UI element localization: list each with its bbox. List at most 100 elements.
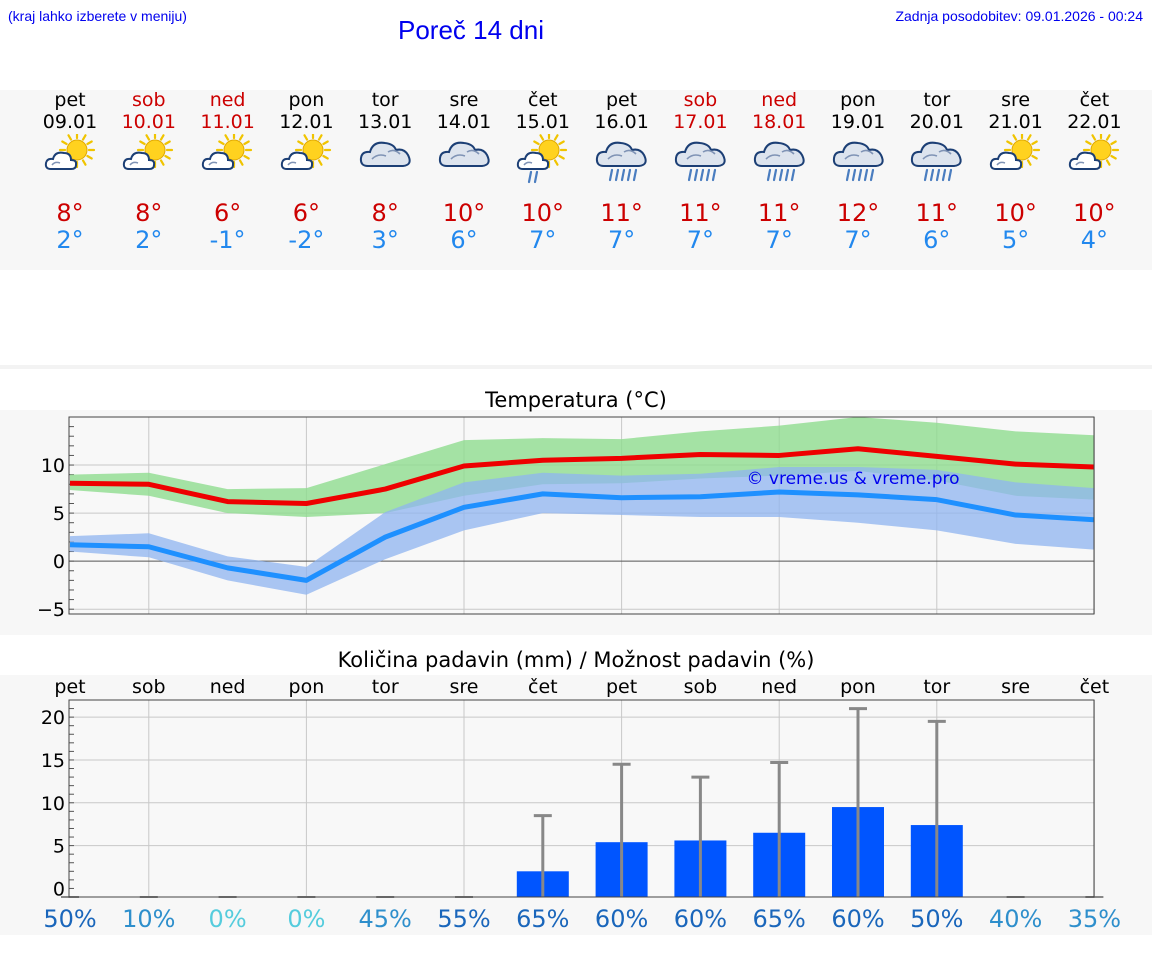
y-tick-label: −5 xyxy=(37,599,65,621)
max-temp: 6° xyxy=(213,199,242,227)
day-column: tor 20.01 11° 6° xyxy=(897,90,976,260)
y-tick-label: 5 xyxy=(53,503,65,525)
rain-icon xyxy=(909,134,965,186)
day-date: 18.01 xyxy=(751,111,807,133)
rain-icon xyxy=(752,134,808,186)
day-date: 10.01 xyxy=(121,111,176,133)
day-date: 12.01 xyxy=(279,111,334,133)
day-date: 21.01 xyxy=(988,111,1043,133)
day-date: 20.01 xyxy=(909,111,964,133)
temperature-chart-title: Temperatura (°C) xyxy=(485,388,667,412)
day-date: 22.01 xyxy=(1067,111,1122,133)
min-temp: 7° xyxy=(844,226,872,254)
min-temp: 6° xyxy=(450,226,478,254)
max-temp: 11° xyxy=(915,199,959,227)
y-tick-label: 0 xyxy=(53,551,65,573)
day-name: tor xyxy=(923,89,951,111)
day-date: 14.01 xyxy=(436,111,492,133)
day-column: sre 14.01 10° 6° xyxy=(425,90,504,260)
min-temp-line xyxy=(69,489,1094,583)
day-name: ned xyxy=(761,89,798,111)
partly-cloudy-icon xyxy=(200,131,256,186)
max-temp-line xyxy=(69,446,1094,506)
max-temp: 11° xyxy=(600,199,643,227)
day-name: sob xyxy=(132,89,166,111)
sun-shower-icon xyxy=(515,131,571,186)
max-temp: 8° xyxy=(371,199,399,227)
min-temp: -2° xyxy=(288,226,325,254)
min-temp: 3° xyxy=(371,226,399,254)
day-column: ned 11.01 6° -1° xyxy=(188,90,267,260)
day-name: sob xyxy=(683,89,718,111)
day-column: sre 21.01 10° 5° xyxy=(976,90,1055,260)
min-temp: 7° xyxy=(529,226,557,254)
day-name: čet xyxy=(1079,89,1110,111)
max-temp: 6° xyxy=(292,199,321,227)
forecast-strip xyxy=(0,90,1152,270)
max-temp-range-band xyxy=(70,417,1094,517)
partly-cloudy-icon xyxy=(1067,131,1123,186)
last-update: Zadnja posodobitev: 09.01.2026 - 00:24 xyxy=(895,8,1143,24)
max-temp: 10° xyxy=(1073,199,1116,227)
day-name: pon xyxy=(840,89,876,111)
day-name: pon xyxy=(288,89,325,111)
day-column: sob 17.01 11° 7° xyxy=(661,90,740,260)
min-temp: 6° xyxy=(923,226,951,254)
day-column: čet 15.01 10° 7° xyxy=(503,90,582,260)
min-temp: 2° xyxy=(135,226,163,254)
y-tick-label: 10 xyxy=(41,455,65,477)
day-name: čet xyxy=(528,89,558,111)
max-temp: 8° xyxy=(135,199,163,227)
max-temp: 12° xyxy=(836,199,880,227)
cloudy-icon xyxy=(437,134,493,186)
day-column: tor 13.01 8° 3° xyxy=(346,90,425,260)
partly-cloudy-icon xyxy=(988,131,1044,186)
min-temp: 7° xyxy=(765,226,793,254)
min-temp: 7° xyxy=(607,226,636,254)
min-temp: 4° xyxy=(1080,226,1109,254)
min-temp: 5° xyxy=(1001,226,1030,254)
day-name: sre xyxy=(1001,89,1031,111)
day-name: ned xyxy=(209,89,246,111)
partly-cloudy-icon xyxy=(43,131,99,186)
day-name: tor xyxy=(371,89,399,111)
max-temp: 8° xyxy=(56,199,84,227)
rain-icon xyxy=(594,134,650,186)
partly-cloudy-icon xyxy=(279,131,335,186)
rain-icon xyxy=(831,134,887,186)
day-column: ned 18.01 11° 7° xyxy=(740,90,819,260)
max-temp: 11° xyxy=(757,199,801,227)
day-date: 19.01 xyxy=(830,111,886,133)
day-name: sre xyxy=(449,89,479,111)
day-column: pet 09.01 8° 2° xyxy=(31,90,110,260)
day-column: pon 19.01 12° 7° xyxy=(819,90,898,260)
max-temp: 10° xyxy=(442,199,486,227)
max-temp: 10° xyxy=(521,199,565,227)
day-name: pet xyxy=(605,89,638,111)
day-column: čet 22.01 10° 4° xyxy=(1055,90,1134,260)
day-date: 13.01 xyxy=(357,111,413,133)
day-date: 09.01 xyxy=(42,111,98,133)
day-date: 17.01 xyxy=(673,111,728,133)
day-column: pet 16.01 11° 7° xyxy=(582,90,661,260)
day-date: 15.01 xyxy=(515,111,570,133)
location-hint[interactable]: (kraj lahko izberete v meniju) xyxy=(8,8,187,24)
day-name: pet xyxy=(54,89,86,111)
watermark: © vreme.us & vreme.pro xyxy=(746,469,959,489)
max-temp: 10° xyxy=(994,199,1037,227)
divider xyxy=(0,365,1152,369)
day-date: 11.01 xyxy=(200,111,255,133)
min-temp: 2° xyxy=(56,226,84,254)
partly-cloudy-icon xyxy=(121,131,177,186)
min-temp: 7° xyxy=(686,226,715,254)
day-column: sob 10.01 8° 2° xyxy=(109,90,188,260)
precipitation-chart-title: Količina padavin (mm) / Možnost padavin … xyxy=(337,648,815,672)
max-temp: 11° xyxy=(679,199,722,227)
day-column: pon 12.01 6° -2° xyxy=(267,90,346,260)
plot-border xyxy=(68,416,1095,615)
cloudy-icon xyxy=(358,134,414,186)
day-date: 16.01 xyxy=(594,111,649,133)
min-temp: -1° xyxy=(209,226,246,254)
page-title: Poreč 14 dni xyxy=(398,15,544,45)
